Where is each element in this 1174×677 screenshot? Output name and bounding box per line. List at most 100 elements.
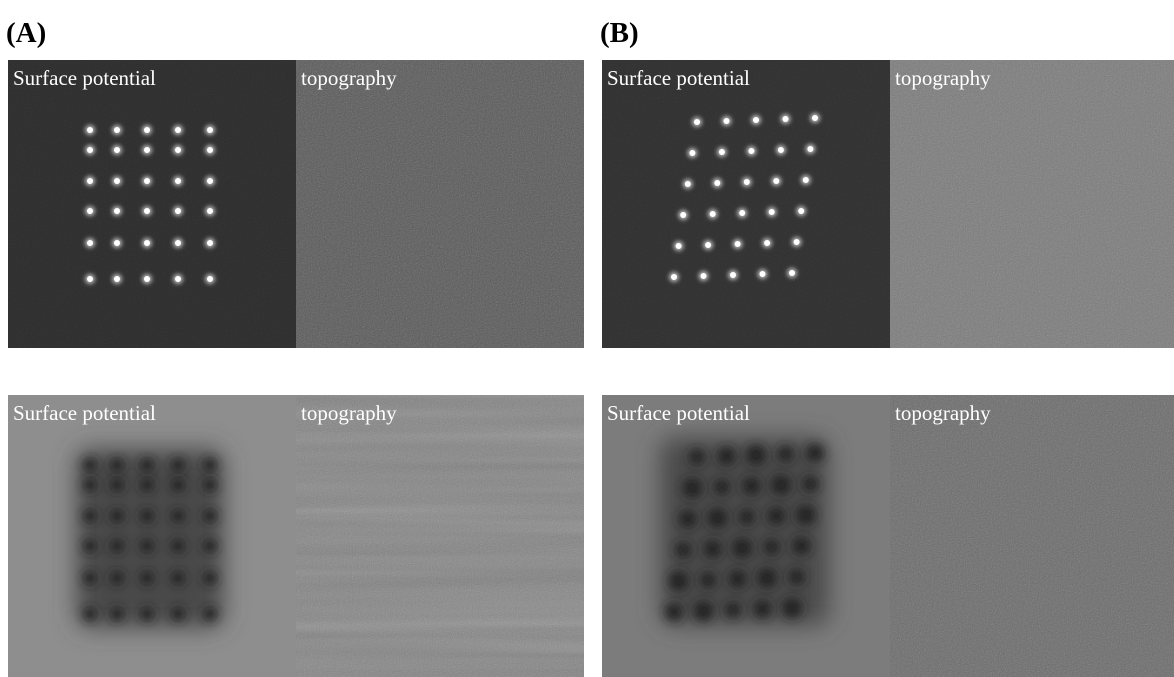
- dark-spot: [83, 539, 97, 553]
- dot: [87, 178, 93, 184]
- dot: [753, 117, 759, 123]
- dark-spot: [771, 475, 791, 495]
- dot: [207, 240, 213, 246]
- dark-spot: [203, 509, 217, 523]
- dark-spot: [140, 539, 154, 553]
- dot: [778, 147, 784, 153]
- dot: [794, 239, 800, 245]
- panel-label: (B): [600, 17, 639, 49]
- dot: [87, 208, 93, 214]
- dark-spot: [140, 458, 154, 472]
- dark-spot: [757, 568, 777, 588]
- dot: [739, 210, 745, 216]
- dot: [114, 240, 120, 246]
- dot: [744, 179, 750, 185]
- dot: [175, 208, 181, 214]
- dark-spot: [704, 540, 722, 558]
- dark-spot: [140, 478, 154, 492]
- dot: [144, 147, 150, 153]
- dot: [724, 118, 730, 124]
- dark-spot: [725, 602, 741, 618]
- dot: [680, 212, 686, 218]
- dot: [114, 147, 120, 153]
- image-caption: topography: [895, 66, 991, 90]
- dark-spot: [682, 478, 702, 498]
- dark-spot: [171, 458, 185, 472]
- dark-spot: [83, 478, 97, 492]
- dark-spot: [782, 598, 802, 618]
- dot: [719, 149, 725, 155]
- image-caption: Surface potential: [607, 66, 750, 90]
- dark-spot: [742, 477, 760, 495]
- dot: [701, 273, 707, 279]
- dot: [114, 127, 120, 133]
- dark-spot: [675, 542, 691, 558]
- dot: [114, 178, 120, 184]
- dot: [207, 178, 213, 184]
- dot: [207, 208, 213, 214]
- dot: [175, 276, 181, 282]
- dark-spot: [203, 607, 217, 621]
- micrograph: topography: [296, 395, 584, 677]
- dot: [807, 146, 813, 152]
- dot: [798, 208, 804, 214]
- dark-spot: [789, 569, 805, 585]
- dot: [207, 127, 213, 133]
- dark-spot: [203, 539, 217, 553]
- dot: [207, 276, 213, 282]
- dark-spot: [694, 601, 714, 621]
- dot: [812, 115, 818, 121]
- image-caption: Surface potential: [13, 401, 156, 425]
- micrograph: topography: [890, 60, 1174, 348]
- dark-spot: [171, 571, 185, 585]
- dot: [144, 127, 150, 133]
- dark-spot: [746, 445, 766, 465]
- dot: [87, 240, 93, 246]
- dark-spot: [764, 539, 780, 555]
- micrograph: Surface potential: [8, 60, 296, 348]
- micrograph: topography: [296, 60, 584, 348]
- micrograph: Surface potential: [602, 395, 890, 677]
- image-stripes: [296, 395, 584, 677]
- dot: [144, 178, 150, 184]
- image-caption: topography: [301, 401, 397, 425]
- dark-spot: [140, 607, 154, 621]
- dot: [789, 270, 795, 276]
- dark-spot: [729, 570, 747, 588]
- image-caption: topography: [895, 401, 991, 425]
- dark-spot: [739, 509, 755, 525]
- dot: [207, 147, 213, 153]
- dot: [694, 119, 700, 125]
- dot: [175, 127, 181, 133]
- dot: [114, 276, 120, 282]
- micrograph: Surface potential: [8, 395, 296, 677]
- dark-spot: [796, 505, 816, 525]
- dark-spot: [83, 458, 97, 472]
- image-caption: Surface potential: [13, 66, 156, 90]
- dark-spot: [203, 571, 217, 585]
- dot: [760, 271, 766, 277]
- dark-spot: [689, 449, 705, 465]
- dot: [144, 208, 150, 214]
- dark-spot: [171, 509, 185, 523]
- dark-spot: [140, 509, 154, 523]
- dark-spot: [778, 446, 794, 462]
- dot: [175, 147, 181, 153]
- dark-spot: [802, 476, 818, 492]
- dot: [764, 240, 770, 246]
- dot: [705, 242, 711, 248]
- dark-spot: [83, 571, 97, 585]
- dot: [676, 243, 682, 249]
- image-caption: topography: [301, 66, 397, 90]
- dot: [144, 276, 150, 282]
- dark-spot: [792, 537, 810, 555]
- dark-spot: [732, 538, 752, 558]
- dark-spot: [754, 600, 772, 618]
- dot: [685, 181, 691, 187]
- micrograph: Surface potential: [602, 60, 890, 348]
- dot: [87, 147, 93, 153]
- dot: [671, 274, 677, 280]
- image-noise: [890, 395, 1174, 677]
- dot: [783, 116, 789, 122]
- dot: [769, 209, 775, 215]
